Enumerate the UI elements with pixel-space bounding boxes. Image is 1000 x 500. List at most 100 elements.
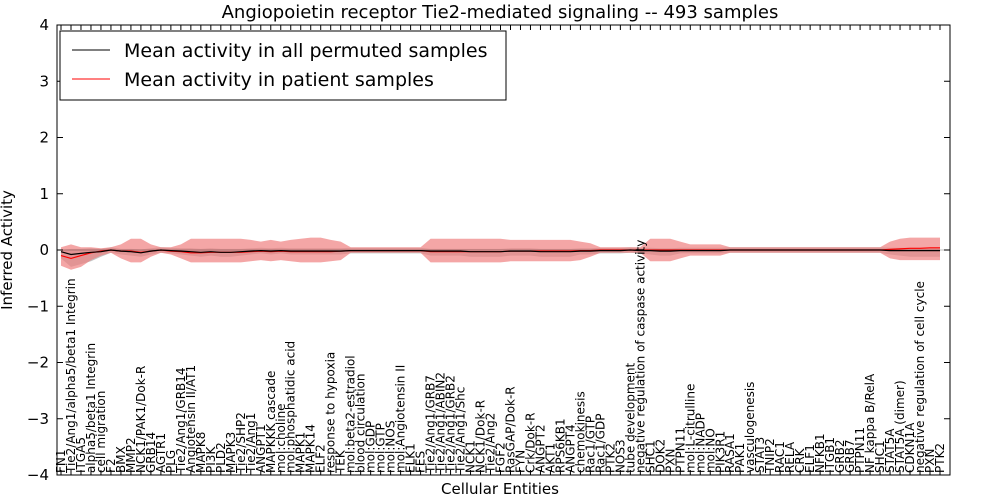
entity-label: ELF2: [314, 444, 328, 473]
entity-label: FYN: [514, 450, 528, 473]
entity-label: negative regulation of cell cycle: [913, 281, 927, 473]
entity-label: Angiotensin II/AT1: [184, 365, 198, 473]
entity-label: response to hypoxia: [324, 352, 338, 473]
entity-label: AKT1: [543, 443, 557, 473]
entity-label: Rac1/GTP: [583, 416, 597, 473]
entity-label: mol:beta2-estradiol: [344, 355, 358, 473]
entity-label: mol:NO: [703, 428, 717, 473]
entity-label: Tie2/Ang1/GRB2: [444, 375, 458, 474]
entity-label: mol:L-citrulline: [683, 384, 697, 473]
entity-label: RASA1: [723, 433, 737, 473]
entity-label: BMX: [114, 446, 128, 473]
y-tick-label: 0: [39, 241, 49, 259]
entity-label: ANGPT2: [534, 424, 548, 473]
entity-label: PTPN11: [853, 427, 867, 473]
entity-label: PAK1: [733, 443, 747, 473]
entity-label: PTK2: [933, 443, 947, 473]
entity-label: MAPK8: [194, 432, 208, 473]
entity-label: vasculogenesis: [743, 382, 757, 473]
y-tick-label: 3: [39, 72, 49, 90]
entity-label: negative regulation of caspase activity: [633, 240, 647, 473]
legend-label-patient: Mean activity in patient samples: [124, 69, 434, 91]
entity-label: MAPK3: [224, 432, 238, 473]
legend: Mean activity in all permuted samples Me…: [59, 30, 507, 101]
entity-label: AGTR1: [154, 433, 168, 473]
entity-label: GRB14: [144, 432, 158, 473]
plot-frame: [56, 24, 951, 476]
y-axis-label: Inferred Activity: [0, 190, 16, 310]
entity-label: Tie2/Ang1/alpha5/beta1 Integrin: [64, 278, 78, 474]
entity-label: TEK: [334, 449, 348, 474]
entity-label: Crk/Dok-R: [524, 413, 538, 474]
y-tick-label: 2: [39, 129, 49, 147]
entity-label: blood circulation: [354, 373, 368, 473]
entity-label: ITGA5: [74, 437, 88, 473]
entity-label: PI3K: [204, 446, 218, 473]
entity-label: tube development: [623, 362, 637, 473]
legend-box: [59, 30, 507, 101]
entity-label: mol:phosphatidic acid: [284, 341, 298, 473]
entity-label: chemokinesis: [573, 391, 587, 473]
y-tick-label: 4: [39, 16, 49, 34]
entity-label: STAT5A: [883, 428, 897, 473]
entity-label: PXN: [663, 449, 677, 473]
entity-label: GRB2: [833, 439, 847, 473]
entity-label: GRB7: [843, 439, 857, 473]
entity-label: MAPKKK cascade: [264, 371, 278, 473]
series-lines: [57, 247, 950, 260]
entity-label: MAPK1: [294, 432, 308, 473]
entity-label: mol:choline: [274, 403, 288, 473]
entity-label: Tie2/Ang1/GRB7: [424, 375, 438, 474]
chart-title: Angiopoietin receptor Tie2-mediated sign…: [222, 2, 779, 23]
entity-label: alpha5/beta1 Integrin: [84, 343, 98, 473]
entity-label: Rac1/GDP: [593, 414, 607, 473]
entity-label: NCK1: [464, 440, 478, 473]
entity-label: PTK2: [603, 443, 617, 473]
entity-label: ANGPT1: [254, 424, 268, 473]
entity-label: TNIP2: [763, 438, 777, 474]
band-patient: [61, 237, 940, 270]
entity-label: SHC1: [643, 440, 657, 473]
entity-label: RELA: [783, 441, 797, 473]
entity-label: ITGB1: [823, 437, 837, 473]
entity-label: F2: [104, 458, 118, 473]
entity-label: Tie2/SHP2: [234, 412, 248, 474]
entity-label: mol:NOS: [384, 421, 398, 473]
entity-label: CRK: [793, 447, 807, 473]
entity-label: mol:GTP: [374, 423, 388, 473]
entity-label: Tie2/Ang1/Shc: [454, 387, 468, 474]
entity-label: RPS6KB1: [553, 418, 567, 473]
y-tick-label: −2: [27, 354, 49, 372]
entity-label: NFKB1: [813, 433, 827, 473]
entity-label: cell migration: [94, 391, 108, 473]
entity-label: ELF1: [803, 444, 817, 473]
y-tick-label: −3: [27, 410, 49, 428]
entity-label: SHC1: [873, 440, 887, 473]
entity-label: PXN: [923, 449, 937, 473]
entity-label: FGF2: [494, 442, 508, 473]
x-axis-label: Cellular Entities: [441, 480, 559, 498]
entity-label: FES: [414, 451, 428, 473]
entity-label: mol:Angiotensin II: [394, 365, 408, 473]
entity-label: STAT3: [753, 437, 767, 473]
entity-label: Tie2/Ang2: [484, 413, 498, 474]
entity-label: ANGPT4: [563, 424, 577, 473]
legend-label-permuted: Mean activity in all permuted samples: [124, 40, 487, 62]
entity-label: Tie2/Ang1/GRB14: [174, 367, 188, 474]
entity-label: PTPN11: [673, 427, 687, 473]
entity-label: MMP2: [124, 437, 138, 473]
entity-label: NOS3: [613, 439, 627, 473]
y-tick-label: 1: [39, 185, 49, 203]
entity-label: NCK1/PAK1/Dok-R: [134, 366, 148, 473]
entity-label: RasGAP/Dok-R: [504, 386, 518, 473]
entity-label: Tie2/Ang1: [244, 413, 258, 474]
entity-label: CDKN1A: [903, 422, 917, 473]
entity-label: NCK1/Dok-R: [474, 400, 488, 473]
entity-label: ELK1: [404, 443, 418, 473]
y-tick-label: −4: [27, 466, 49, 484]
entity-label: STAT5A (dimer): [893, 380, 907, 473]
entity-label: PLD2: [214, 442, 228, 473]
entity-label: PIK3R1: [713, 431, 727, 473]
